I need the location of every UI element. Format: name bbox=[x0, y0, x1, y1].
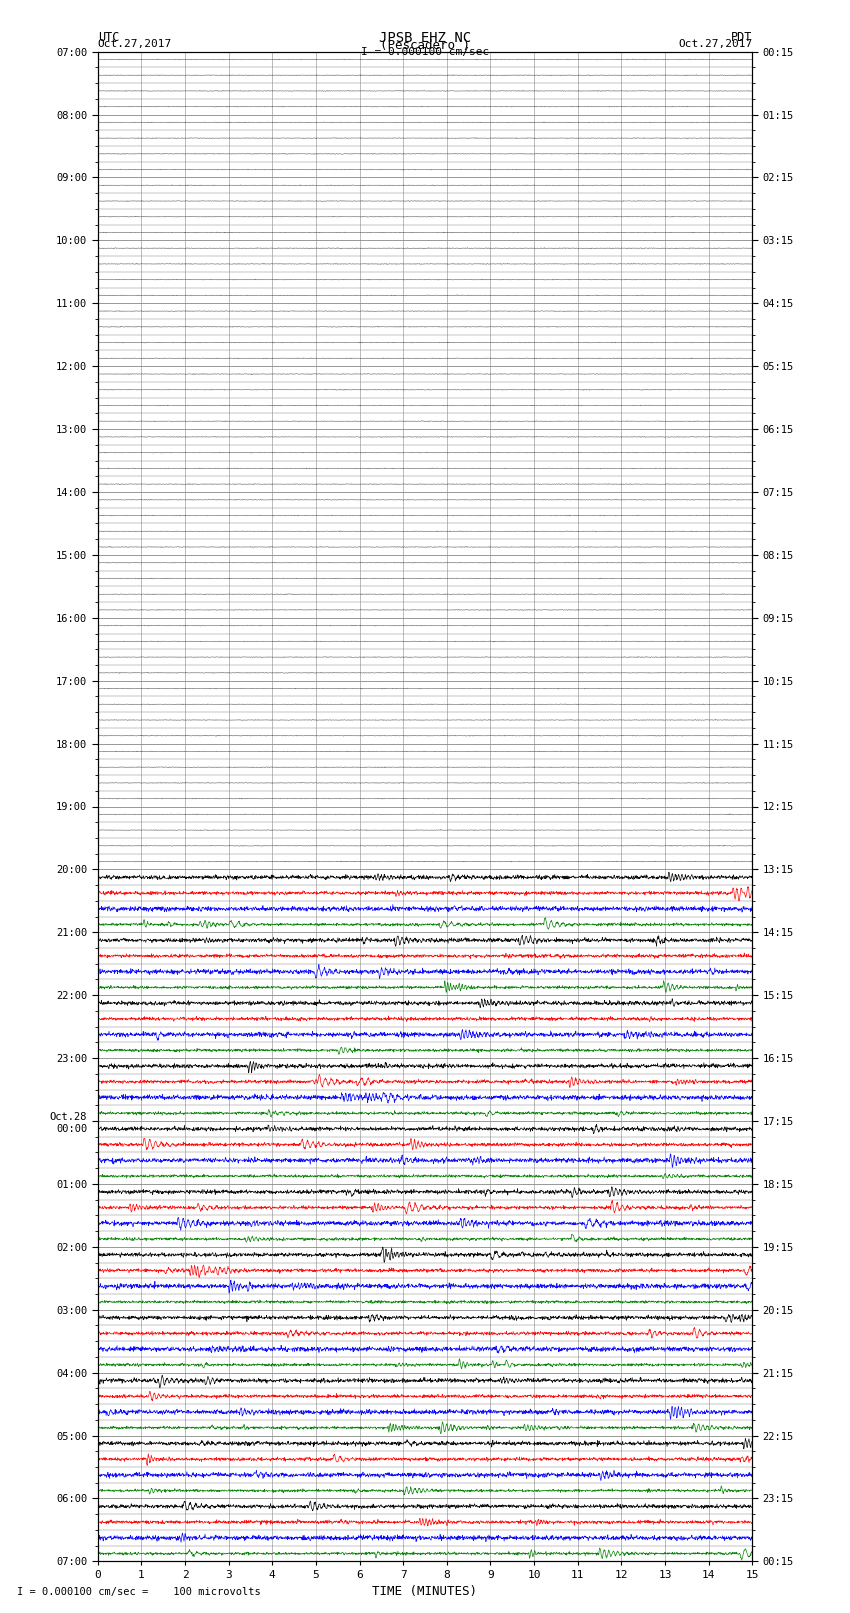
Text: (Pescadero ): (Pescadero ) bbox=[380, 39, 470, 52]
Text: UTC: UTC bbox=[98, 31, 119, 45]
Text: JPSB EHZ NC: JPSB EHZ NC bbox=[379, 31, 471, 45]
Text: I = 0.000100 cm/sec =    100 microvolts: I = 0.000100 cm/sec = 100 microvolts bbox=[17, 1587, 261, 1597]
X-axis label: TIME (MINUTES): TIME (MINUTES) bbox=[372, 1584, 478, 1597]
Text: I = 0.000100 cm/sec: I = 0.000100 cm/sec bbox=[361, 47, 489, 56]
Text: Oct.27,2017: Oct.27,2017 bbox=[98, 39, 172, 48]
Text: Oct.27,2017: Oct.27,2017 bbox=[678, 39, 752, 48]
Text: PDT: PDT bbox=[731, 31, 752, 45]
